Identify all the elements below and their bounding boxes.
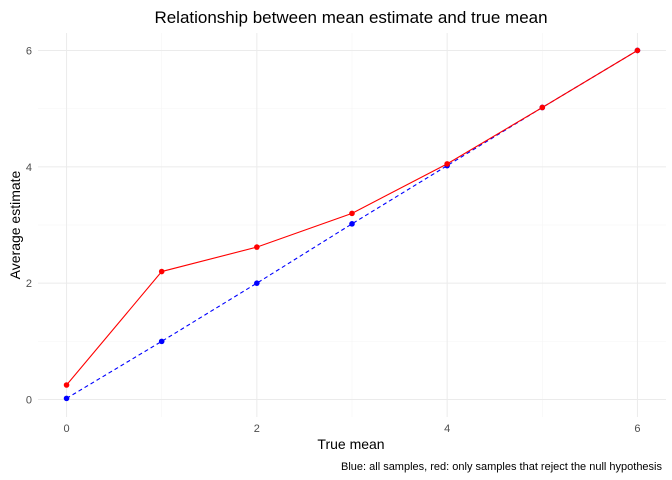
x-tick-label: 4 [444, 423, 450, 435]
x-tick-label: 2 [254, 423, 260, 435]
x-tick-label: 6 [634, 423, 640, 435]
data-point [63, 395, 70, 402]
y-axis-label: Average estimate [7, 170, 23, 279]
data-point [63, 382, 70, 388]
data-point [349, 221, 355, 227]
chart-title: Relationship between mean estimate and t… [154, 8, 547, 27]
data-point [634, 47, 641, 54]
data-point [254, 244, 260, 250]
grid [38, 33, 666, 417]
data-point [158, 338, 165, 345]
data-point [349, 210, 355, 217]
data-point [539, 104, 546, 111]
tick-labels: 0 2 4 6 0 2 4 6 [26, 45, 641, 435]
y-tick-label: 6 [26, 45, 32, 57]
data-point [444, 161, 450, 167]
x-axis-label: True mean [317, 436, 384, 452]
series-layer [63, 47, 641, 402]
series-1 [63, 47, 641, 388]
y-tick-label: 2 [26, 278, 32, 290]
data-point [254, 280, 260, 286]
data-point [158, 268, 165, 275]
y-tick-label: 0 [26, 395, 32, 407]
y-tick-label: 4 [26, 162, 32, 174]
x-tick-label: 0 [63, 423, 69, 435]
caption: Blue: all samples, red: only samples tha… [341, 461, 662, 473]
